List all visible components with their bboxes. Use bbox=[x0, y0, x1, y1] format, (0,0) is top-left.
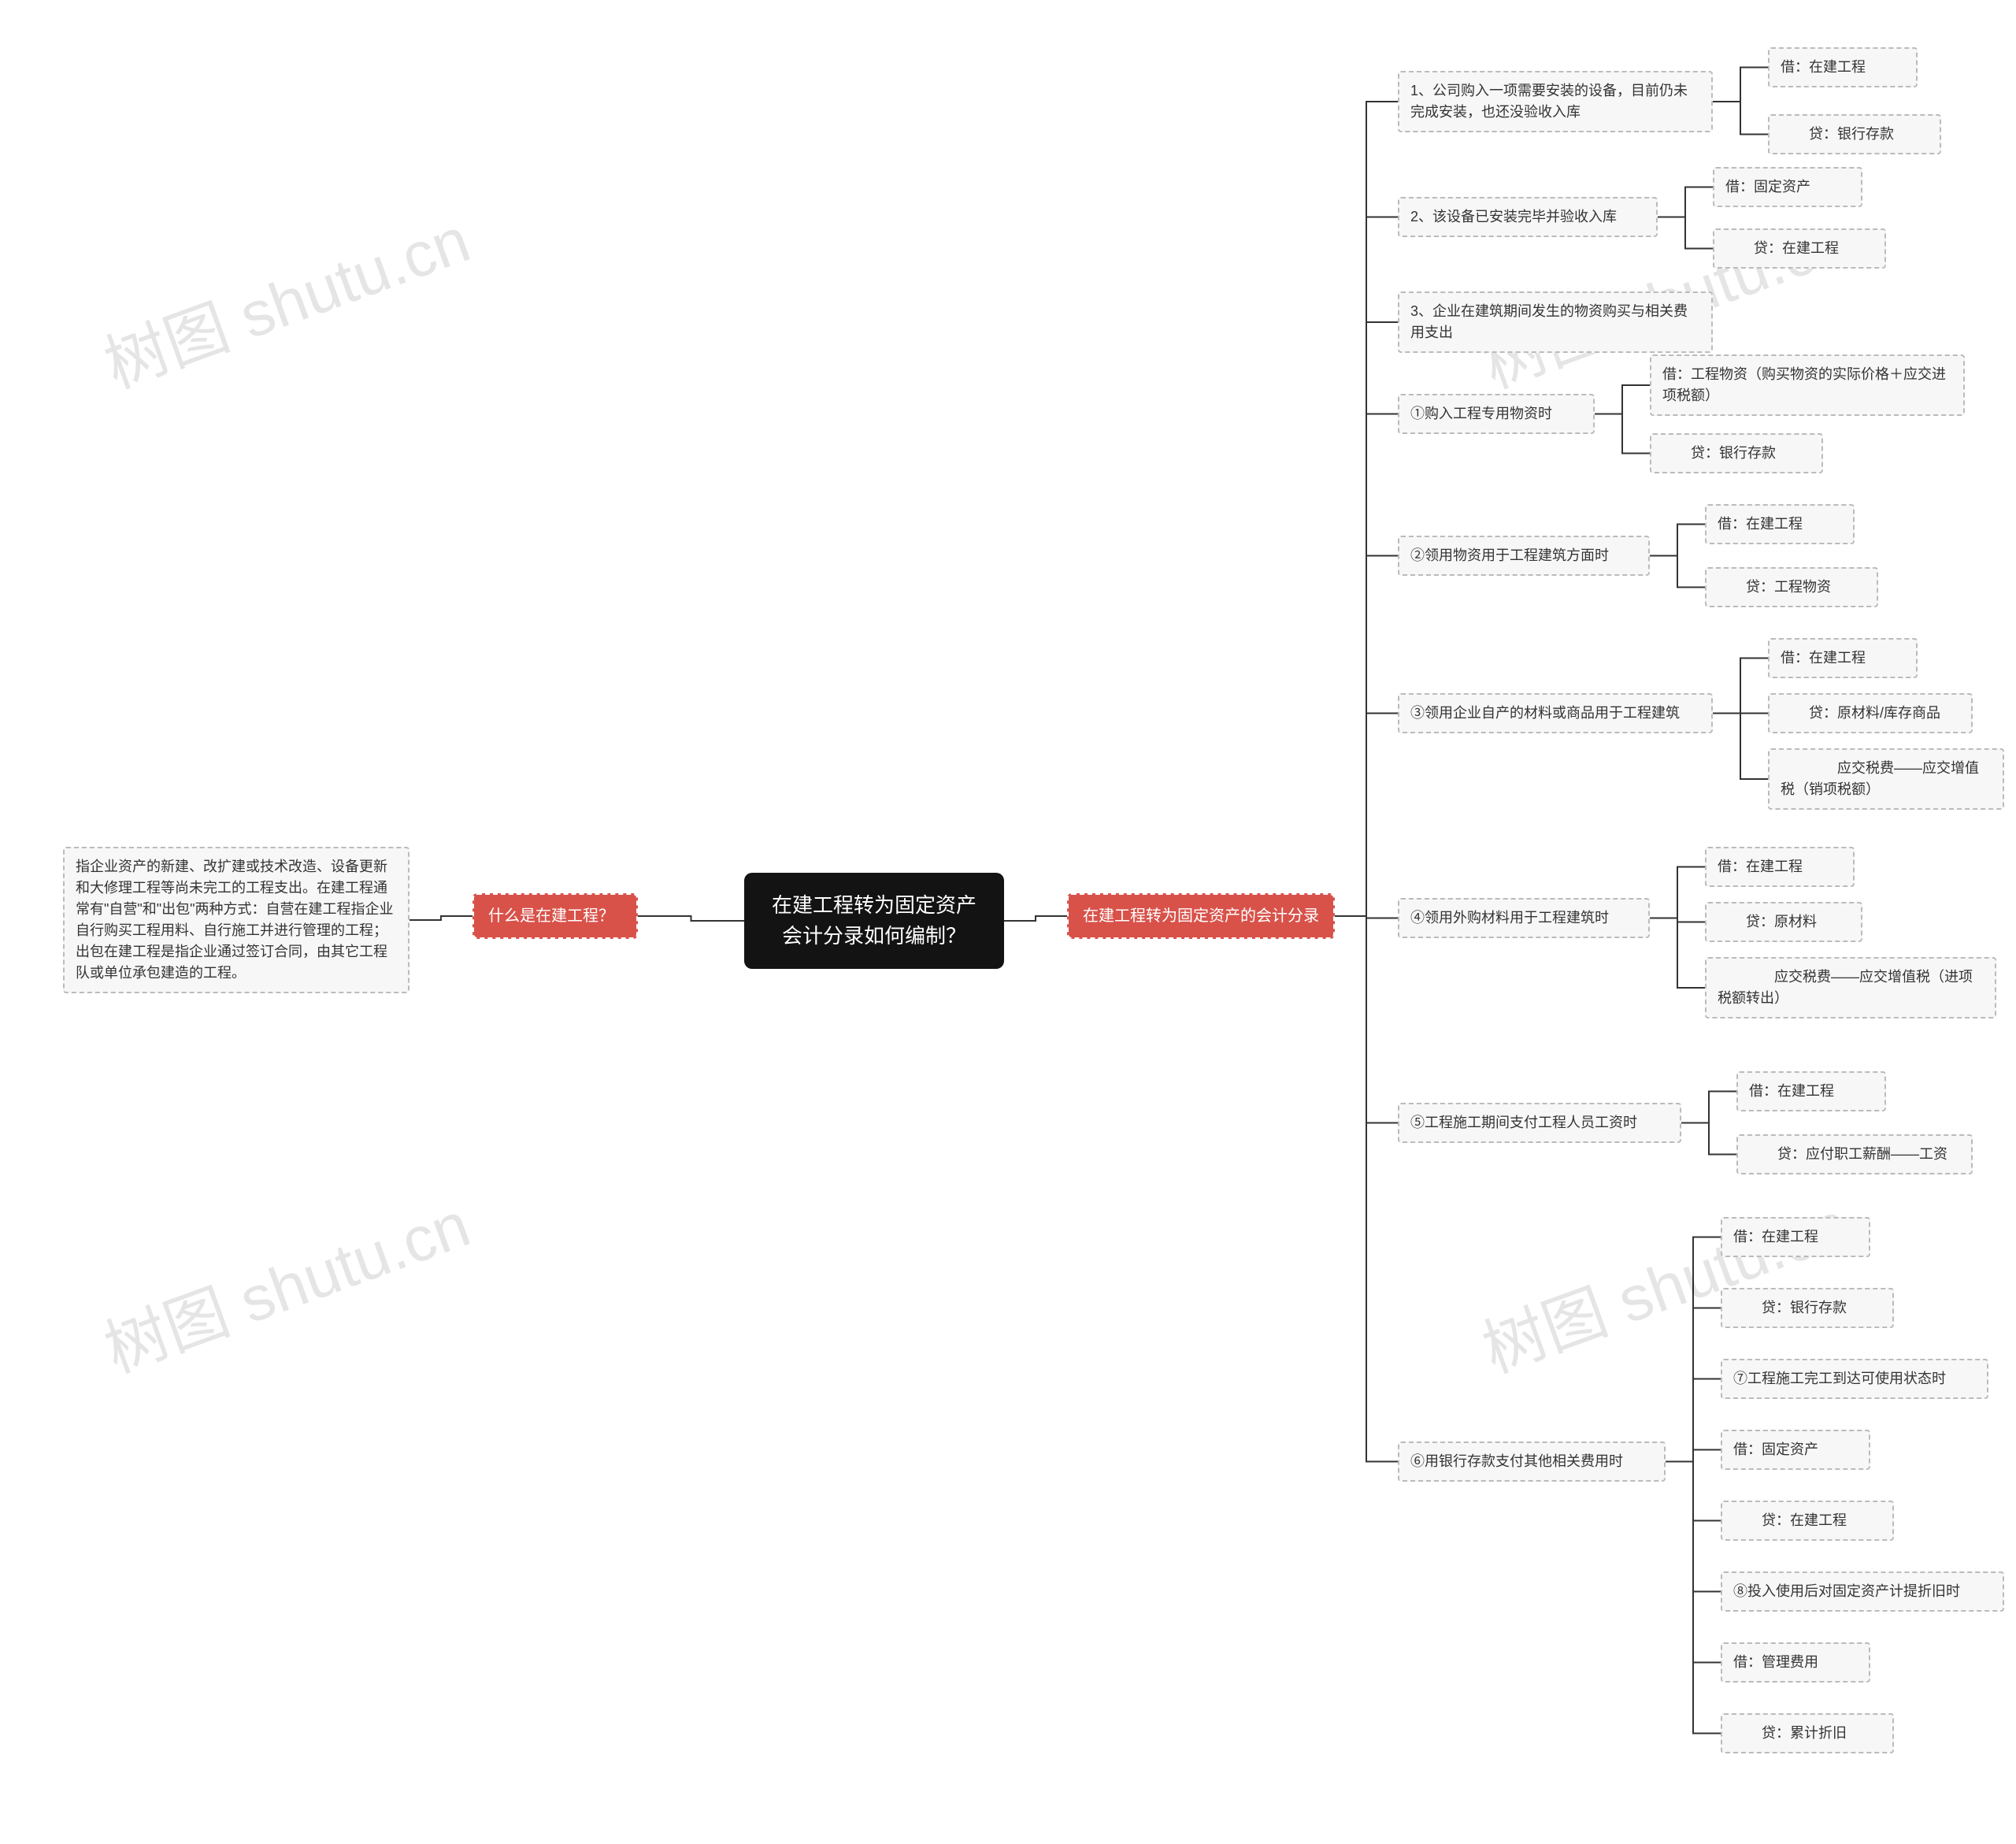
node-r1a: 借：在建工程 bbox=[1768, 47, 1918, 87]
watermark: 树图 shutu.cn bbox=[91, 190, 480, 406]
node-r1b: 贷：银行存款 bbox=[1768, 114, 1941, 154]
node-r4b: 贷：银行存款 bbox=[1650, 433, 1823, 473]
node-r4: ①购入工程专用物资时 bbox=[1398, 394, 1595, 434]
node-r9b: 贷：银行存款 bbox=[1721, 1288, 1894, 1328]
mindmap-root: 在建工程转为固定资产会计分录如何编制？ bbox=[744, 873, 1004, 969]
node-r9c: ⑦工程施工完工到达可使用状态时 bbox=[1721, 1359, 1988, 1399]
node-r6: ③领用企业自产的材料或商品用于工程建筑 bbox=[1398, 693, 1713, 733]
watermark: 树图 shutu.cn bbox=[91, 1174, 480, 1391]
node-r8: ⑤工程施工期间支付工程人员工资时 bbox=[1398, 1103, 1681, 1143]
node-r6b: 贷：原材料/库存商品 bbox=[1768, 693, 1973, 733]
node-r7c: 应交税费——应交增值税（进项税额转出） bbox=[1705, 957, 1996, 1018]
branch-journal-entries: 在建工程转为固定资产的会计分录 bbox=[1067, 893, 1335, 939]
node-r4a: 借：工程物资（购买物资的实际价格＋应交进项税额） bbox=[1650, 354, 1965, 416]
node-r8b: 贷：应付职工薪酬——工资 bbox=[1736, 1134, 1973, 1174]
node-r7b: 贷：原材料 bbox=[1705, 902, 1862, 942]
node-r9g: 借：管理费用 bbox=[1721, 1642, 1870, 1683]
branch-what-is-cip: 什么是在建工程？ bbox=[472, 893, 638, 939]
node-r9h: 贷：累计折旧 bbox=[1721, 1713, 1894, 1753]
node-r5b: 贷：工程物资 bbox=[1705, 567, 1878, 607]
node-r9f: ⑧投入使用后对固定资产计提折旧时 bbox=[1721, 1571, 2004, 1612]
node-r7: ④领用外购材料用于工程建筑时 bbox=[1398, 898, 1650, 938]
node-r6c: 应交税费——应交增值税（销项税额） bbox=[1768, 748, 2004, 810]
node-r2: 2、该设备已安装完毕并验收入库 bbox=[1398, 197, 1658, 237]
node-r8a: 借：在建工程 bbox=[1736, 1071, 1886, 1111]
node-r9e: 贷：在建工程 bbox=[1721, 1501, 1894, 1541]
node-r5a: 借：在建工程 bbox=[1705, 504, 1855, 544]
node-r3: 3、企业在建筑期间发生的物资购买与相关费用支出 bbox=[1398, 291, 1713, 353]
node-r7a: 借：在建工程 bbox=[1705, 847, 1855, 887]
leaf-definition: 指企业资产的新建、改扩建或技术改造、设备更新和大修理工程等尚未完工的工程支出。在… bbox=[63, 847, 410, 993]
node-r2b: 贷：在建工程 bbox=[1713, 228, 1886, 269]
node-r1: 1、公司购入一项需要安装的设备，目前仍未完成安装，也还没验收入库 bbox=[1398, 71, 1713, 132]
node-r9a: 借：在建工程 bbox=[1721, 1217, 1870, 1257]
node-r9d: 借：固定资产 bbox=[1721, 1430, 1870, 1470]
node-r5: ②领用物资用于工程建筑方面时 bbox=[1398, 536, 1650, 576]
node-r9: ⑥用银行存款支付其他相关费用时 bbox=[1398, 1441, 1666, 1482]
node-r6a: 借：在建工程 bbox=[1768, 638, 1918, 678]
node-r2a: 借：固定资产 bbox=[1713, 167, 1862, 207]
